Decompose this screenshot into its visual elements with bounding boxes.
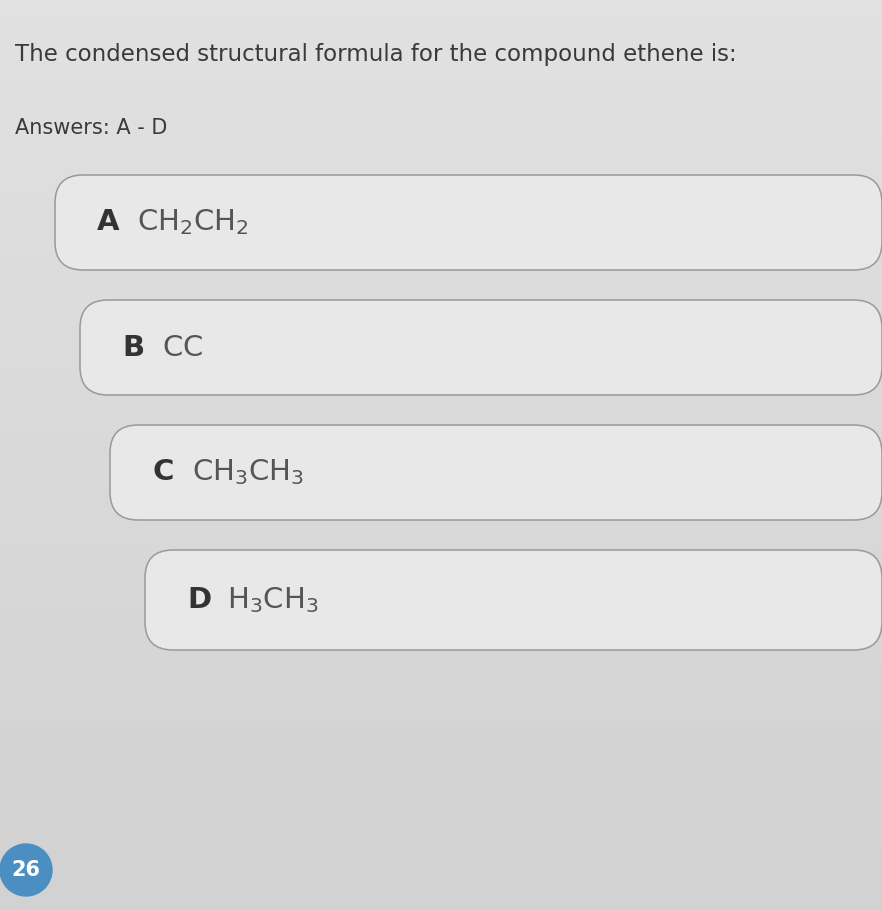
Text: The condensed structural formula for the compound ethene is:: The condensed structural formula for the… (15, 44, 736, 66)
Text: Answers: A - D: Answers: A - D (15, 118, 168, 138)
Text: A: A (97, 208, 119, 237)
Text: $\mathdefault{H}_3\mathdefault{CH}_3$: $\mathdefault{H}_3\mathdefault{CH}_3$ (227, 585, 318, 615)
FancyBboxPatch shape (145, 550, 882, 650)
Circle shape (0, 844, 52, 896)
FancyBboxPatch shape (80, 300, 882, 395)
Text: 26: 26 (11, 860, 41, 880)
Text: B: B (122, 333, 144, 361)
Text: $\mathdefault{CH}_3\mathdefault{CH}_3$: $\mathdefault{CH}_3\mathdefault{CH}_3$ (192, 458, 304, 488)
Text: $\mathdefault{CH}_2\mathdefault{CH}_2$: $\mathdefault{CH}_2\mathdefault{CH}_2$ (137, 207, 249, 238)
Text: $\mathdefault{CC}$: $\mathdefault{CC}$ (162, 333, 203, 361)
Text: C: C (152, 459, 174, 487)
Text: D: D (187, 586, 211, 614)
FancyBboxPatch shape (110, 425, 882, 520)
FancyBboxPatch shape (55, 175, 882, 270)
